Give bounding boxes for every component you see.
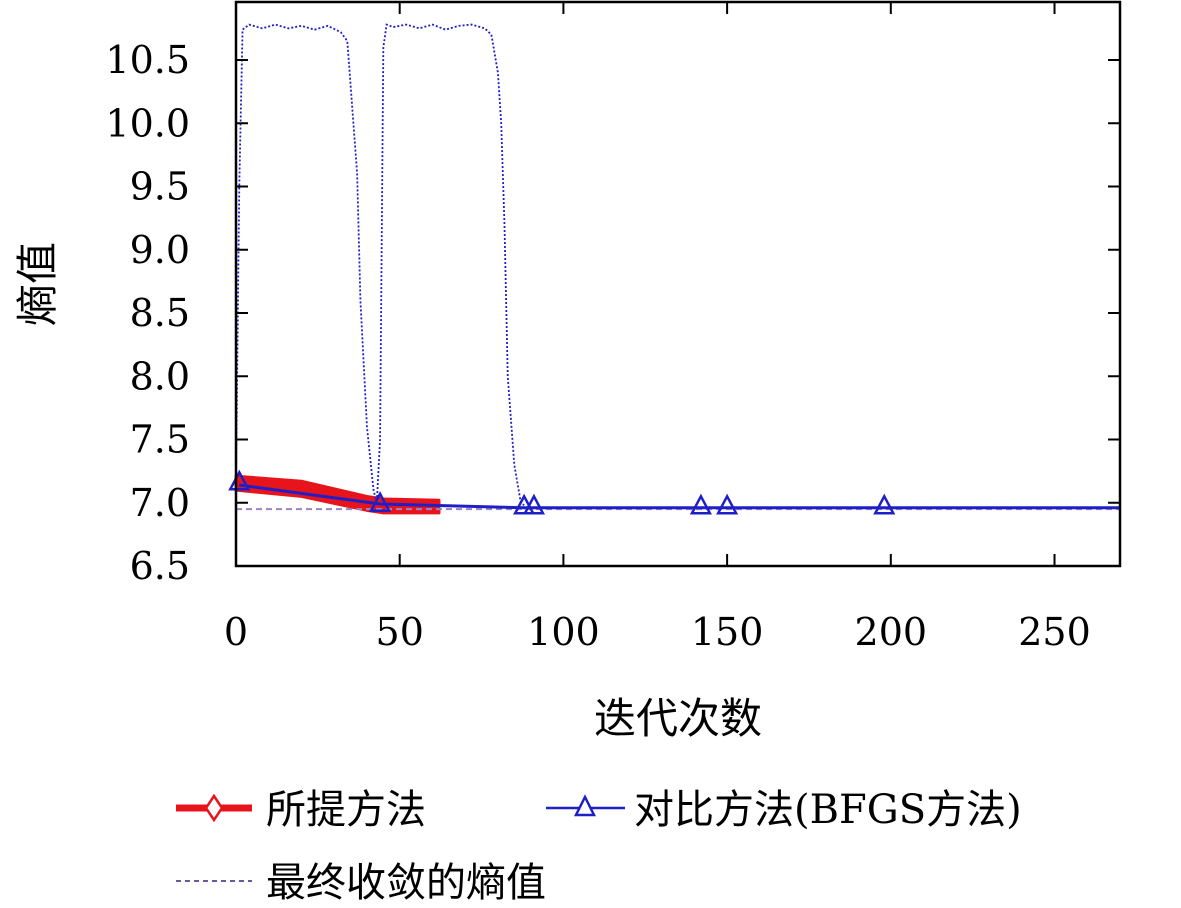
plot-area [236, 2, 1120, 566]
y-tick-label: 10.5 [105, 38, 190, 82]
x-tick-label: 50 [376, 610, 424, 654]
legend-item-final: 最终收敛的熵值 [176, 860, 546, 906]
x-tick-label: 100 [527, 610, 600, 654]
y-tick-label: 6.5 [130, 544, 190, 588]
legend-proposed-label: 所提方法 [266, 787, 426, 833]
y-tick-label: 8.0 [130, 354, 190, 398]
y-axis-title: 熵值 [13, 242, 62, 326]
y-tick-label: 7.5 [130, 418, 190, 462]
x-tick-label: 0 [224, 610, 248, 654]
bfgs-series [228, 469, 1120, 515]
y-tick-label: 10.0 [105, 101, 190, 145]
y-tick-label: 8.5 [130, 291, 190, 335]
bfgs-marker [716, 493, 739, 515]
plot-frame [234, 0, 1122, 568]
y-tick-label: 9.5 [130, 165, 190, 209]
bfgs-search-trace [235, 23, 525, 506]
legend-item-bfgs: 对比方法(BFGS方法) [546, 787, 1022, 833]
y-axis: 6.5 7.0 7.5 8.0 8.5 9.0 9.5 10.0 10.5 [105, 38, 1120, 588]
search-trace-line [235, 23, 525, 506]
x-tick-label: 150 [691, 610, 764, 654]
bfgs-line [239, 483, 1120, 510]
legend-bfgs-label: 对比方法(BFGS方法) [634, 787, 1022, 833]
triangle-icon [573, 794, 597, 817]
x-tick-label: 250 [1018, 610, 1091, 654]
y-tick-label: 9.0 [130, 228, 190, 272]
x-tick-label: 200 [855, 610, 928, 654]
bfgs-marker [689, 493, 712, 515]
y-tick-label: 7.0 [130, 481, 190, 525]
bfgs-marker [368, 491, 392, 512]
x-axis-title: 迭代次数 [594, 694, 762, 743]
x-axis: 0 50 100 150 200 250 [224, 2, 1091, 654]
bfgs-marker [522, 493, 546, 515]
diamond-icon [204, 793, 224, 823]
bfgs-marker [873, 493, 896, 515]
legend-item-proposed: 所提方法 [176, 787, 426, 833]
legend-final-label: 最终收敛的熵值 [266, 860, 546, 906]
legend: 所提方法 对比方法(BFGS方法) 最终收敛的熵值 [176, 787, 1022, 906]
